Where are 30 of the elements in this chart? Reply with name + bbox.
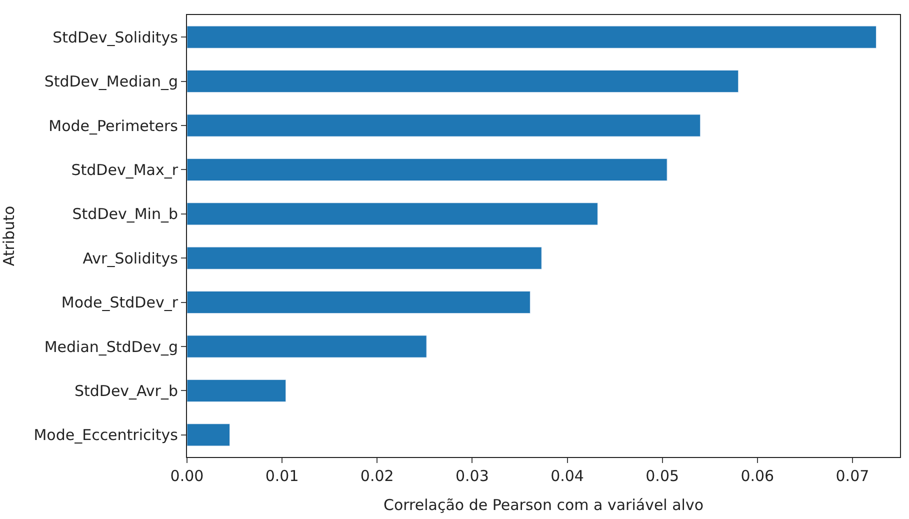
bar — [187, 291, 530, 314]
bar — [187, 26, 876, 48]
y-axis-title: Atributo — [0, 206, 18, 266]
x-tick-label: 0.04 — [550, 467, 584, 485]
bar — [187, 424, 230, 446]
x-tick-label: 0.03 — [455, 467, 489, 485]
y-tick-label: StdDev_Avr_b — [74, 382, 178, 400]
bar — [187, 335, 427, 358]
y-tick-label: Median_StdDev_g — [44, 338, 178, 356]
x-tick-label: 0.07 — [836, 467, 870, 485]
x-tick-label: 0.02 — [360, 467, 394, 485]
x-axis-title: Correlação de Pearson com a variável alvo — [383, 496, 704, 514]
y-tick-label: Mode_Perimeters — [48, 116, 178, 135]
x-tick-label: 0.01 — [265, 467, 299, 485]
bar — [187, 158, 668, 181]
y-tick-label: StdDev_Min_b — [72, 205, 178, 224]
bar — [187, 114, 701, 137]
y-tick-label: StdDev_Soliditys — [52, 28, 178, 46]
x-tick-label: 0.06 — [740, 467, 774, 485]
y-tick-label: Mode_StdDev_r — [61, 294, 179, 312]
x-tick-label: 0.00 — [170, 467, 204, 485]
y-tick-label: StdDev_Median_g — [44, 72, 178, 91]
y-tick-label: StdDev_Max_r — [71, 160, 179, 179]
bar — [187, 202, 598, 226]
bar — [187, 379, 286, 402]
x-tick-label: 0.05 — [646, 467, 680, 485]
y-tick-label: Mode_Eccentricitys — [34, 426, 178, 444]
bar — [187, 70, 739, 93]
y-tick-label: Avr_Soliditys — [82, 249, 178, 268]
bar — [187, 246, 542, 270]
